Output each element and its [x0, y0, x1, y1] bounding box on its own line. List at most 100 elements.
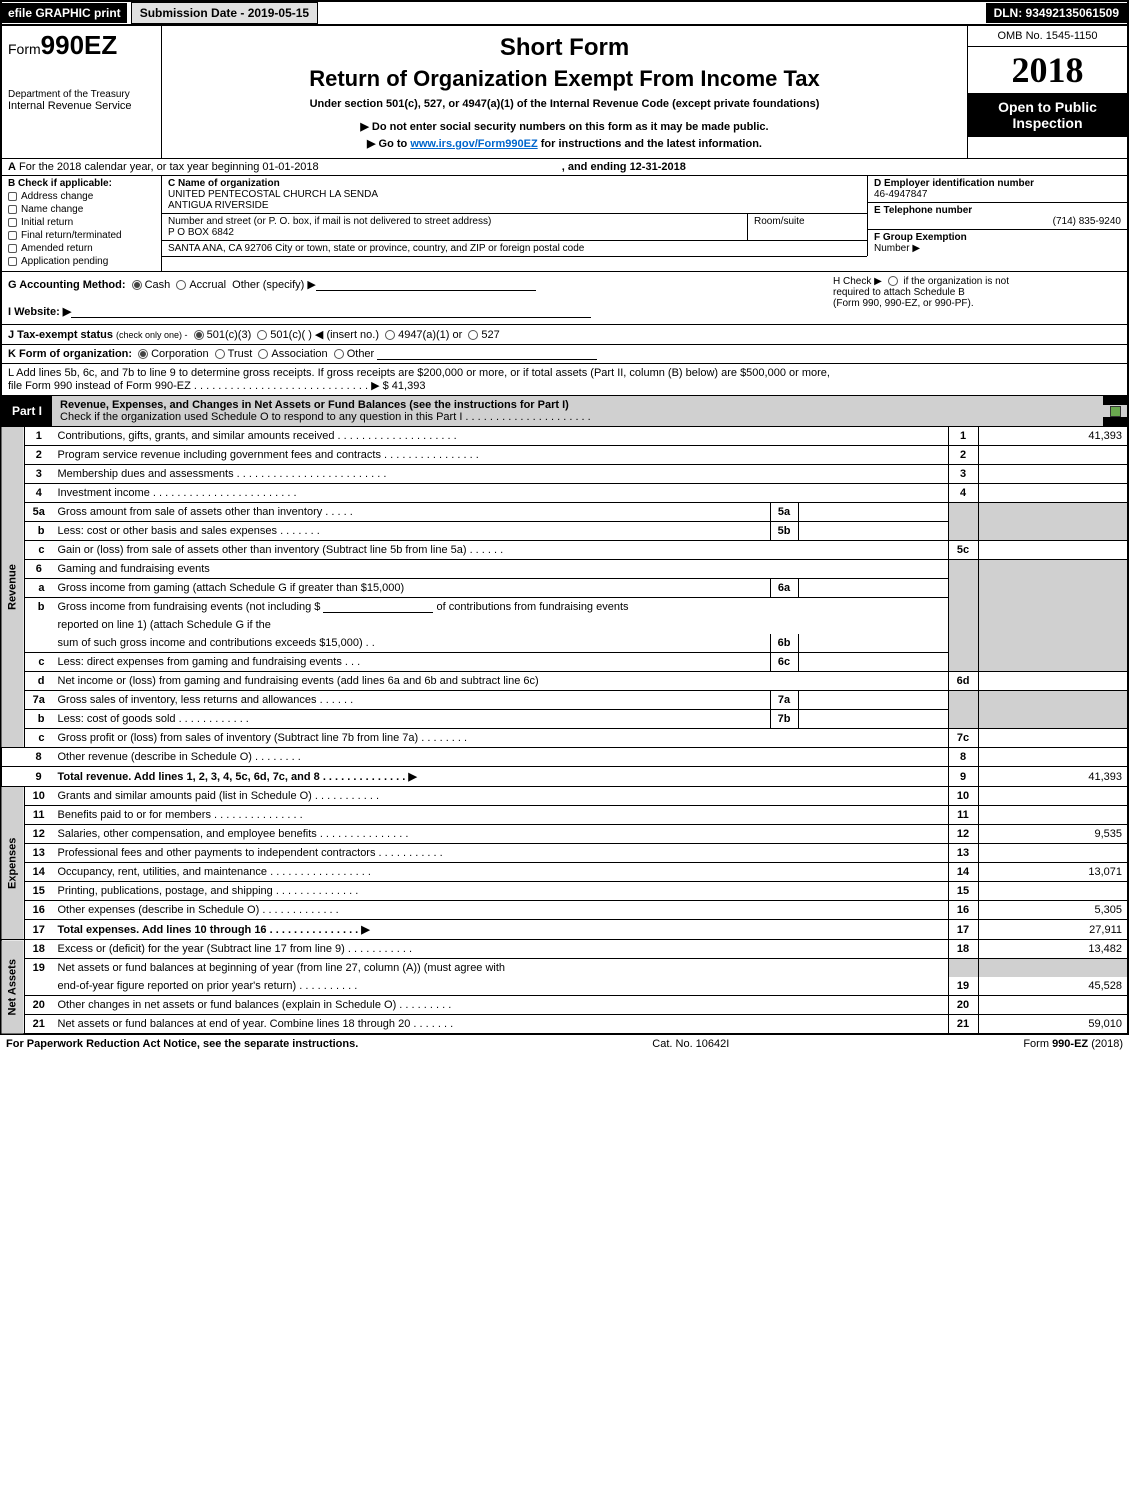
side-label-revenue: Revenue	[1, 427, 25, 748]
ln: c	[25, 653, 53, 672]
radio-cash[interactable]	[132, 280, 142, 290]
rv	[978, 806, 1128, 825]
short-form-title: Short Form	[170, 34, 959, 62]
radio-4947[interactable]	[385, 330, 395, 340]
radio-501c[interactable]	[257, 330, 267, 340]
rv	[978, 729, 1128, 748]
desc: Gain or (loss) from sale of assets other…	[53, 541, 949, 560]
fundraising-amount-field[interactable]	[323, 601, 433, 613]
radio-corporation[interactable]	[138, 349, 148, 359]
part-1-header: Part I Revenue, Expenses, and Changes in…	[0, 396, 1129, 426]
radio-trust[interactable]	[215, 349, 225, 359]
mv	[798, 653, 948, 672]
website-field[interactable]	[71, 306, 591, 318]
d1: Gross income from fundraising events (no…	[58, 601, 324, 613]
top-bar-left: efile GRAPHIC print Submission Date - 20…	[2, 2, 318, 24]
rn: 11	[948, 806, 978, 825]
line-17: 17 Total expenses. Add lines 10 through …	[1, 920, 1128, 940]
line-7c: c Gross profit or (loss) from sales of i…	[1, 729, 1128, 748]
chk-application-pending[interactable]: Application pending	[8, 256, 155, 267]
line-1: Revenue 1 Contributions, gifts, grants, …	[1, 427, 1128, 446]
chk-final-return[interactable]: Final return/terminated	[8, 230, 155, 241]
footer-left: For Paperwork Reduction Act Notice, see …	[6, 1038, 358, 1050]
org-name-row: C Name of organization UNITED PENTECOSTA…	[162, 176, 867, 214]
k-other-field[interactable]	[377, 348, 597, 360]
j-o2: 501(c)( )	[270, 329, 312, 341]
rv	[978, 484, 1128, 503]
room-suite-cell: Room/suite	[747, 214, 867, 240]
desc: Contributions, gifts, grants, and simila…	[53, 427, 949, 446]
mn: 7b	[770, 710, 798, 729]
chk-address-change[interactable]: Address change	[8, 191, 155, 202]
chk-amended-return[interactable]: Amended return	[8, 243, 155, 254]
row-a-tax-year: A For the 2018 calendar year, or tax yea…	[0, 158, 1129, 176]
ln: 20	[25, 996, 53, 1015]
schedule-o-checkbox[interactable]	[1110, 406, 1121, 417]
ln: 8	[25, 748, 53, 767]
chk-initial-return[interactable]: Initial return	[8, 217, 155, 228]
header-center: Short Form Return of Organization Exempt…	[162, 26, 967, 158]
radio-501c3[interactable]	[194, 330, 204, 340]
h-checkbox[interactable]	[888, 276, 898, 286]
rn: 17	[948, 920, 978, 940]
addr-value: P O BOX 6842	[168, 227, 234, 238]
rv: 5,305	[978, 901, 1128, 920]
d-label: D Employer identification number	[874, 178, 1034, 189]
line-13: 13 Professional fees and other payments …	[1, 844, 1128, 863]
row-a-ending: , and ending 12-31-2018	[562, 161, 686, 173]
desc: Investment income . . . . . . . . . . . …	[53, 484, 949, 503]
ein-cell: D Employer identification number 46-4947…	[867, 176, 1127, 203]
ln: 9	[25, 767, 53, 787]
radio-association[interactable]	[258, 349, 268, 359]
part-1-title: Revenue, Expenses, and Changes in Net As…	[52, 396, 1103, 426]
ln: 6	[25, 560, 53, 579]
irs-link[interactable]: www.irs.gov/Form990EZ	[410, 138, 537, 150]
chk-label: Application pending	[21, 256, 108, 267]
label-a: A	[8, 161, 16, 173]
rv	[978, 787, 1128, 806]
efile-print-button[interactable]: efile GRAPHIC print	[2, 3, 127, 23]
desc: end-of-year figure reported on prior yea…	[53, 977, 949, 996]
part-1-label: Part I	[2, 401, 52, 421]
label-b: B	[8, 178, 15, 189]
col-right-ids: D Employer identification number 46-4947…	[867, 176, 1127, 271]
rn: 7c	[948, 729, 978, 748]
other-specify-field[interactable]	[316, 279, 536, 291]
d: Total expenses. Add lines 10 through 16 …	[58, 924, 370, 936]
shade	[948, 691, 978, 729]
mn: 6a	[770, 579, 798, 598]
under-section: Under section 501(c), 527, or 4947(a)(1)…	[170, 98, 959, 110]
rn: 14	[948, 863, 978, 882]
f-label2: Number ▶	[874, 243, 920, 254]
radio-accrual[interactable]	[176, 280, 186, 290]
radio-527[interactable]	[468, 330, 478, 340]
desc: sum of such gross income and contributio…	[53, 634, 771, 653]
city-row: SANTA ANA, CA 92706 City or town, state …	[162, 241, 867, 257]
side-label-netassets: Net Assets	[1, 940, 25, 1035]
ln: 1	[25, 427, 53, 446]
addr-label: Number and street (or P. O. box, if mail…	[168, 216, 491, 227]
chk-name-change[interactable]: Name change	[8, 204, 155, 215]
line-15: 15 Printing, publications, postage, and …	[1, 882, 1128, 901]
line-16: 16 Other expenses (describe in Schedule …	[1, 901, 1128, 920]
check-if-applicable: Check if applicable:	[18, 178, 112, 189]
header-left: Form990EZ Department of the Treasury Int…	[2, 26, 162, 158]
rn: 21	[948, 1015, 978, 1035]
row-l-gross-receipts: L Add lines 5b, 6c, and 7b to line 9 to …	[0, 364, 1129, 396]
radio-other[interactable]	[334, 349, 344, 359]
desc: Gross income from fundraising events (no…	[53, 598, 949, 617]
shade	[948, 959, 978, 978]
col-b-checkboxes: B Check if applicable: Address change Na…	[2, 176, 162, 271]
rv	[978, 996, 1128, 1015]
open-public-1: Open to Public	[998, 99, 1097, 115]
rn: 19	[948, 977, 978, 996]
phone-value: (714) 835-9240	[874, 216, 1121, 227]
do-not-enter: ▶ Do not enter social security numbers o…	[170, 120, 959, 133]
checkbox-icon	[8, 192, 17, 201]
ln: 5a	[25, 503, 53, 522]
rn: 8	[948, 748, 978, 767]
ln: c	[25, 729, 53, 748]
rv	[978, 882, 1128, 901]
submission-date: Submission Date - 2019-05-15	[131, 2, 318, 24]
ln: 15	[25, 882, 53, 901]
